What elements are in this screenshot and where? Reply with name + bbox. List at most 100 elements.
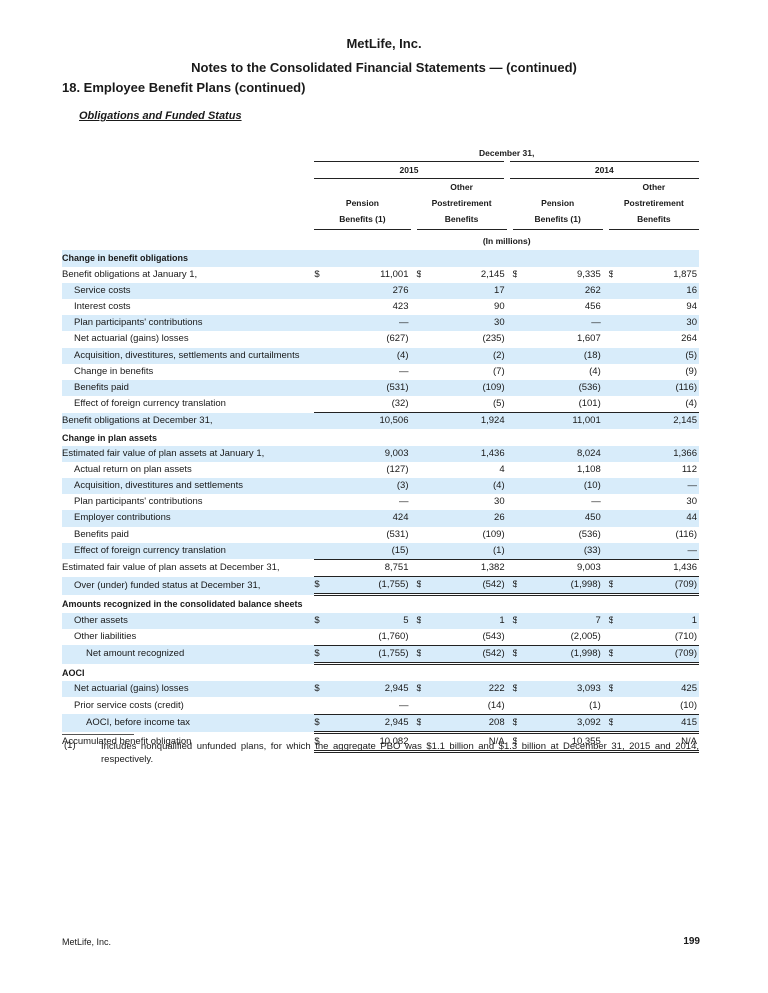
table-section-row: AOCI: [62, 664, 699, 682]
cell-value: 1,382: [420, 558, 507, 577]
benefit-obligations-table: December 31, 2015 2014 Pension Benefits (…: [62, 145, 699, 754]
table-row: Service costs 276 17 262 16: [62, 282, 699, 299]
cell-value: (1): [420, 542, 507, 560]
cell-value: 264: [681, 333, 697, 345]
currency-spacer: [506, 315, 517, 332]
section-label: Amounts recognized in the consolidated b…: [62, 599, 303, 610]
currency-spacer: [314, 558, 325, 577]
currency-symbol: $: [314, 576, 325, 597]
currency-spacer: [506, 347, 517, 364]
cell-value: (235): [482, 333, 505, 345]
cell-value: (18): [516, 347, 603, 364]
section-label: Change in benefit obligations: [62, 250, 699, 267]
currency-spacer: [507, 629, 517, 646]
row-label: Estimated fair value of plan assets at D…: [62, 562, 280, 574]
cell-value: 415: [612, 713, 699, 734]
column-header: Pension Benefits (1): [314, 179, 411, 233]
currency-spacer: [411, 527, 421, 543]
table-row: Net actuarial (gains) losses (627) (235) 1,…: [62, 331, 699, 347]
cell-value: (709): [612, 644, 699, 666]
page-subtitle: Notes to the Consolidated Financial Stat…: [191, 60, 577, 75]
currency-spacer: [507, 364, 517, 380]
cell-value: —: [399, 365, 409, 377]
row-label: Acquisition, divestitures and settlement…: [62, 478, 315, 495]
currency-spacer: [314, 629, 324, 646]
cell-value: N/A: [420, 731, 507, 754]
currency-symbol: $: [506, 713, 517, 734]
cell-value: 10,506: [324, 412, 411, 430]
currency-spacer: [314, 347, 325, 364]
table-row: Prior service costs (credit) — (14) (1) (10): [62, 697, 699, 714]
cell-value: (536): [578, 528, 601, 540]
row-label: Benefit obligations at January 1,: [62, 268, 198, 280]
currency-spacer: [314, 445, 325, 462]
cell-value: (710): [674, 630, 697, 642]
currency-spacer: [410, 478, 421, 495]
currency-symbol: $: [506, 576, 517, 597]
cell-value: (709): [612, 576, 699, 597]
currency-spacer: [506, 542, 517, 560]
table-row: Interest costs 423 90 456 94: [62, 299, 699, 315]
units-label: (In millions): [482, 236, 531, 247]
cell-value: 1,607: [576, 333, 601, 345]
currency-spacer: [410, 282, 421, 299]
cell-value: 11,001: [516, 412, 603, 430]
currency-symbol: $: [512, 268, 517, 280]
row-label: Accumulated benefit obligation: [62, 735, 192, 747]
cell-value: 222: [420, 681, 507, 698]
cell-value: (4): [324, 347, 411, 364]
cell-value: N/A: [612, 731, 699, 754]
column-header-line: Postretirement: [623, 198, 684, 209]
currency-symbol: $: [410, 612, 421, 629]
cell-value: (4): [420, 478, 507, 495]
currency-spacer: [411, 494, 421, 510]
cell-value: 44: [612, 510, 699, 527]
cell-value: —: [324, 315, 411, 332]
cell-value: 423: [392, 301, 409, 313]
cell-value: 112: [681, 463, 697, 475]
cell-value: (32): [391, 398, 409, 410]
currency-symbol: $: [506, 681, 517, 698]
cell-value: —: [591, 496, 601, 508]
currency-symbol: $: [410, 644, 421, 666]
cell-value: 1,436: [612, 558, 699, 577]
row-label: Other liabilities: [74, 631, 137, 643]
table-row: Change in benefits — (7) (4) (9): [62, 364, 699, 380]
currency-spacer: [506, 510, 517, 527]
cell-value: (33): [516, 542, 603, 560]
currency-symbol: $: [410, 681, 421, 698]
cell-value: 2,945: [324, 681, 411, 698]
table-row: Net actuarial (gains) losses $2,945 $222 $3…: [62, 681, 699, 698]
column-header-line: Other: [642, 182, 666, 193]
currency-spacer: [506, 478, 517, 495]
section-label: Change in plan assets: [62, 432, 158, 443]
cell-value: (2): [420, 347, 507, 364]
currency-spacer: [602, 731, 613, 754]
currency-spacer: [602, 315, 613, 332]
currency-spacer: [506, 412, 517, 430]
cell-value: (10): [680, 699, 697, 711]
cell-value: 30: [420, 315, 507, 332]
currency-spacer: [603, 299, 613, 315]
cell-value: (127): [386, 463, 409, 475]
cell-value: 4: [499, 463, 505, 475]
currency-symbol: $: [416, 268, 421, 280]
currency-spacer: [314, 282, 325, 299]
currency-spacer: [411, 299, 421, 315]
currency-spacer: [314, 331, 324, 347]
currency-spacer: [602, 510, 613, 527]
row-label: Net actuarial (gains) losses: [62, 681, 315, 698]
currency-spacer: [602, 347, 613, 364]
column-header-line: Postretirement: [431, 198, 492, 209]
currency-spacer: [602, 379, 613, 397]
currency-symbol: $: [314, 713, 325, 734]
row-label: Service costs: [62, 282, 315, 299]
cell-value: (1,755): [324, 644, 411, 666]
cell-value: (542): [420, 576, 507, 597]
currency-symbol: $: [506, 731, 517, 754]
cell-value: (531): [386, 528, 409, 540]
cell-value: 10,082: [324, 731, 411, 754]
cell-value: —: [399, 496, 409, 508]
cell-value: (2,005): [570, 630, 601, 642]
currency-spacer: [603, 494, 613, 510]
